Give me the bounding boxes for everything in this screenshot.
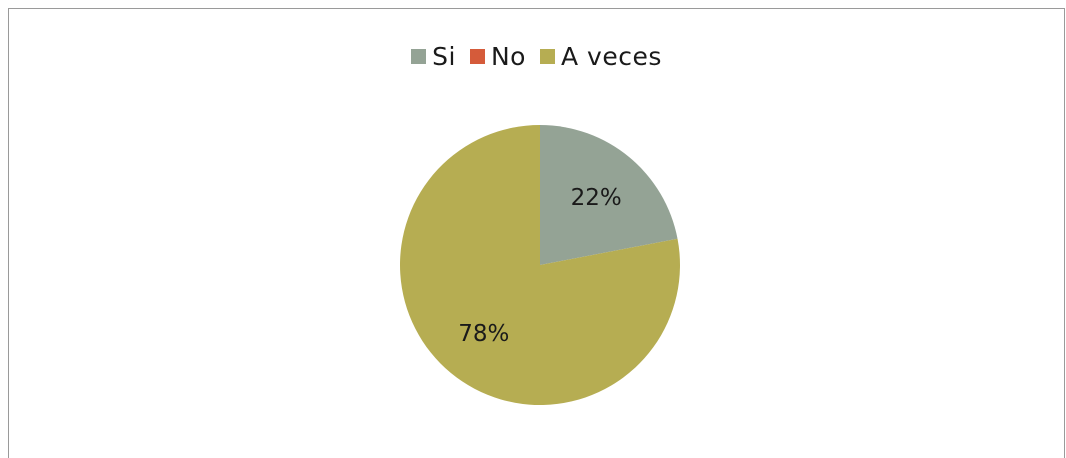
legend-swatch-a-veces	[539, 49, 555, 64]
pie-data-label-a-veces: 78%	[458, 321, 509, 347]
legend-swatch-si	[411, 49, 427, 64]
legend-item-no: No	[469, 42, 526, 71]
pie-slice-a-veces	[399, 125, 680, 405]
legend-item-a-veces: A veces	[539, 42, 662, 71]
chart-legend: Si No A veces	[9, 42, 1064, 71]
pie-slice-si	[540, 125, 678, 265]
legend-label-si: Si	[432, 42, 456, 71]
legend-swatch-no	[469, 49, 485, 64]
legend-label-no: No	[490, 42, 526, 71]
pie-data-label-si: 22%	[571, 185, 622, 211]
legend-item-si: Si	[411, 42, 456, 71]
legend-label-a-veces: A veces	[560, 42, 662, 71]
